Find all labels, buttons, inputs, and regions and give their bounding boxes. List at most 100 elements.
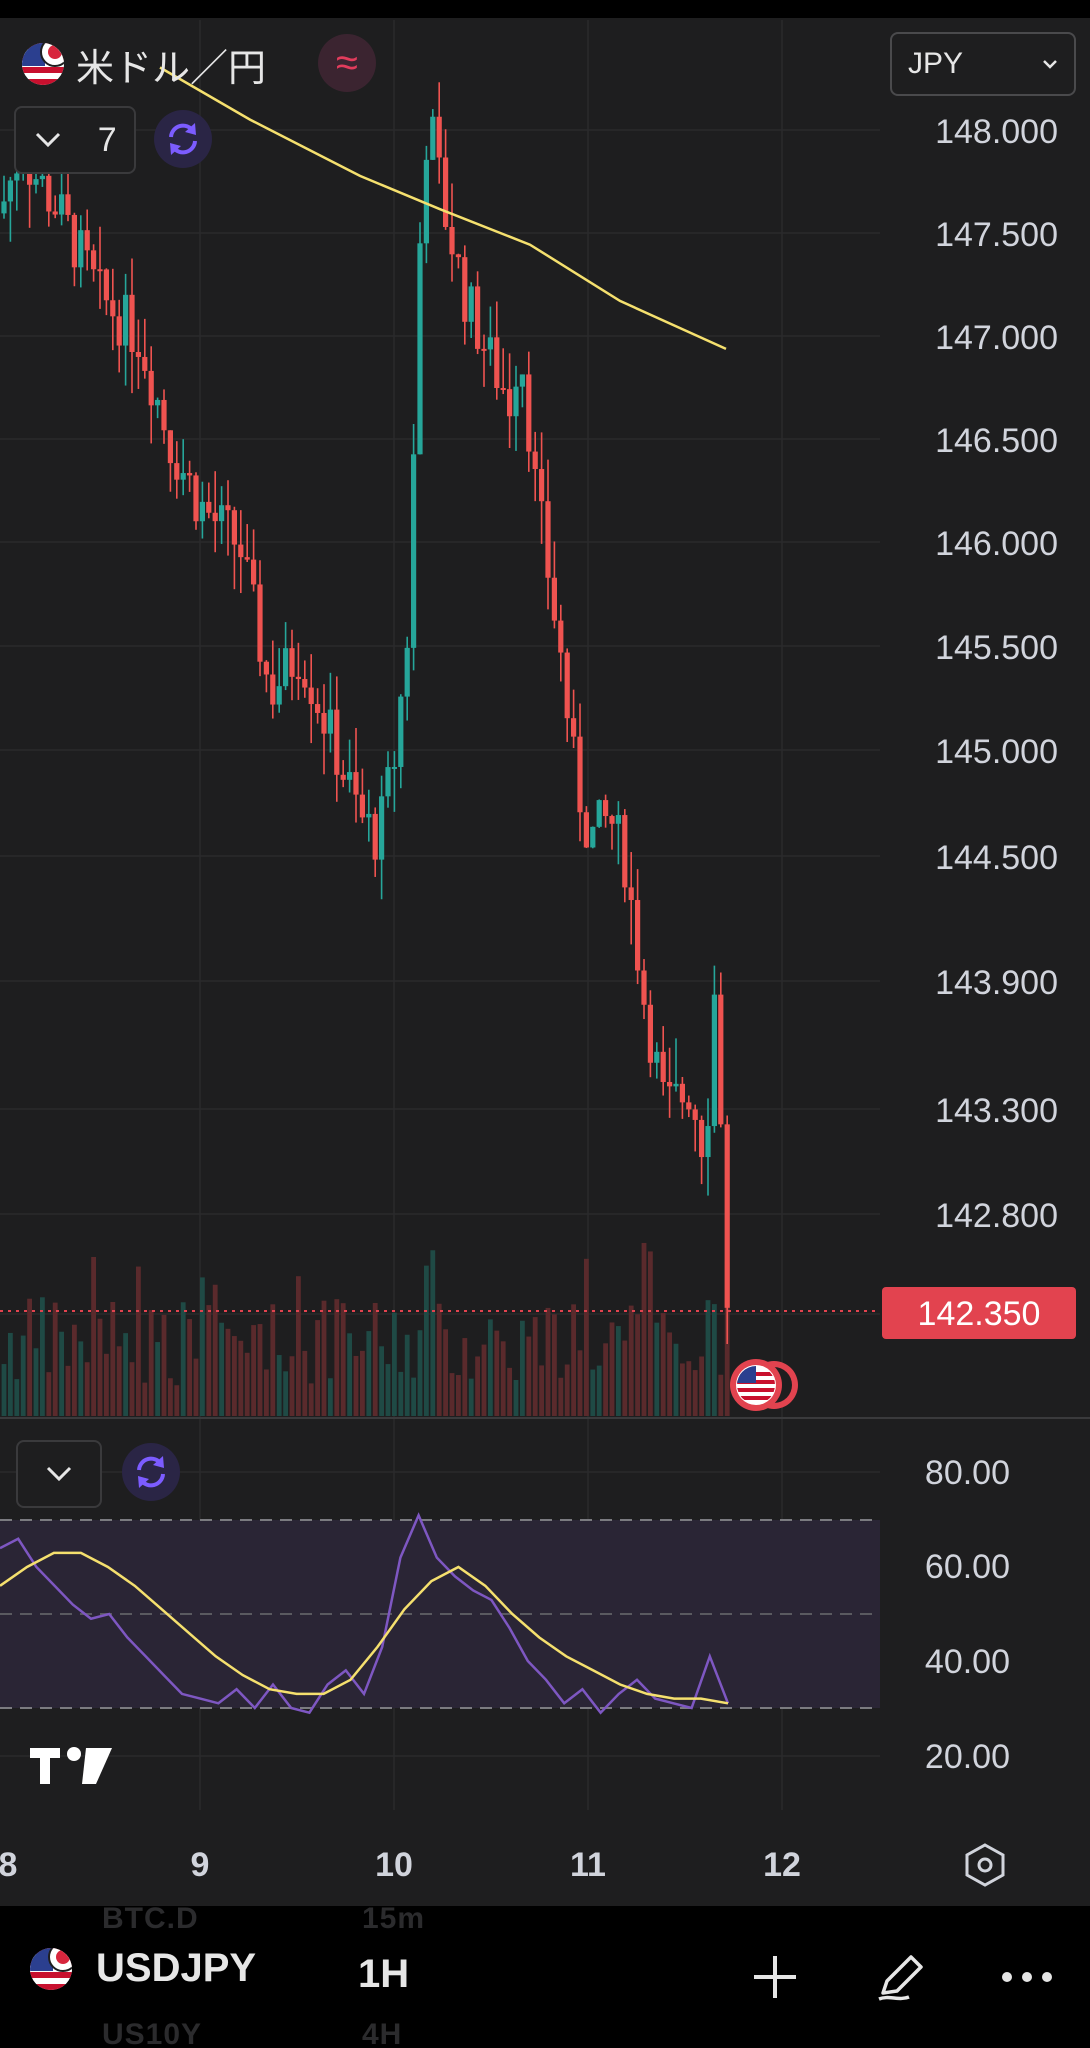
candle-body [500, 387, 506, 390]
volume-bar [456, 1375, 461, 1416]
price-axis: 148.000 147.500 147.000 146.500 146.000 … [935, 113, 1058, 1235]
current-price-badge: 142.350 [882, 1287, 1076, 1339]
candle-body [519, 374, 525, 387]
volume-bar [398, 1371, 404, 1416]
volume-bar [180, 1302, 186, 1416]
economic-events-icon[interactable] [730, 1359, 798, 1411]
interval-button[interactable]: 1H [358, 1952, 410, 1996]
candle-body [302, 679, 308, 688]
candle-body [628, 887, 634, 901]
volume-bar [488, 1319, 493, 1416]
volume-bar [225, 1328, 231, 1416]
volume-bar [449, 1373, 455, 1416]
indicator-count: 7 [97, 120, 117, 159]
candle-body [251, 559, 257, 585]
candle-body [123, 294, 129, 346]
candle-body [590, 826, 596, 848]
candle-body [270, 674, 276, 705]
currency-select[interactable]: JPY [890, 32, 1076, 96]
candle-body [679, 1083, 685, 1103]
volume-bar [520, 1320, 525, 1416]
symbol-title[interactable]: 米ドル／円 [22, 36, 266, 92]
more-menu-icon[interactable] [992, 1942, 1062, 2012]
volume-bar [641, 1242, 647, 1416]
moving-average-line [159, 66, 727, 351]
candle-body [436, 116, 442, 158]
volume-bar [392, 1312, 397, 1416]
candle-body [39, 175, 45, 180]
candle-body [404, 647, 410, 697]
price-axis-label: 144.500 [935, 839, 1058, 877]
sync-icon[interactable] [122, 1443, 180, 1501]
approx-wave-icon[interactable]: ≈ [318, 34, 376, 92]
price-axis-label: 146.500 [935, 422, 1058, 460]
volume-bar [340, 1303, 346, 1416]
candle-body [647, 1004, 653, 1063]
volume-bar [142, 1382, 148, 1416]
status-bar [0, 0, 1090, 18]
candle-body [231, 510, 237, 545]
price-axis-label: 147.000 [935, 319, 1058, 357]
candle-body [558, 620, 564, 653]
candle-body [673, 1083, 679, 1087]
candle-body [603, 800, 609, 817]
volume-bar [347, 1333, 352, 1416]
volume-bar [680, 1363, 685, 1416]
candle-body [225, 505, 231, 511]
rsi-line [0, 1512, 730, 1715]
indicator-legend-toggle[interactable]: 7 [14, 106, 136, 174]
candle-body [59, 194, 65, 215]
volume-bar [65, 1365, 71, 1416]
time-axis-label: 9 [191, 1846, 210, 1884]
candle-body [532, 451, 538, 470]
volume-bar [616, 1326, 621, 1416]
volume-bar [302, 1350, 308, 1416]
volume-bar [187, 1319, 192, 1416]
time-axis: 8 9 10 11 12 [0, 1846, 801, 1884]
volume-bar [104, 1353, 109, 1416]
candle-body [718, 994, 724, 1125]
volume-bar [712, 1304, 717, 1416]
candle-body [340, 774, 346, 780]
candle-body [411, 454, 417, 648]
candle-body [711, 994, 717, 1127]
volume-bar [564, 1364, 570, 1416]
price-chart[interactable]: 148.000 147.500 147.000 146.500 146.000 … [0, 0, 1090, 1906]
candle-body [641, 970, 647, 1005]
price-axis-label: 145.500 [935, 629, 1058, 667]
volume-bar [174, 1385, 180, 1416]
rsi-pane: 80.00 60.00 40.00 20.00 [0, 1454, 1010, 1776]
rsi-legend-toggle[interactable] [16, 1440, 102, 1508]
settings-hex-icon[interactable] [960, 1840, 1010, 1890]
candle-body [263, 661, 269, 675]
candle-body [193, 475, 199, 522]
symbol-search-button[interactable]: USDJPY [30, 1946, 256, 1991]
volume-bar [699, 1356, 704, 1416]
volume-bar [603, 1343, 608, 1416]
candle-body [449, 226, 455, 255]
volume-bar [705, 1300, 711, 1416]
volume-bar [596, 1365, 602, 1416]
volume-bar [545, 1307, 551, 1416]
volume-bar [155, 1342, 160, 1416]
sync-icon[interactable] [154, 110, 212, 168]
volume-bar [257, 1324, 263, 1416]
candle-body [705, 1126, 711, 1158]
volume-bar [430, 1250, 436, 1416]
volume-bar [667, 1332, 672, 1416]
volume-bar [283, 1371, 288, 1416]
candle-body [244, 557, 250, 560]
candle-body [199, 501, 205, 522]
candle-body [551, 577, 557, 621]
volume-bar [622, 1340, 628, 1416]
drawing-pen-icon[interactable] [866, 1942, 936, 2012]
candle-body [539, 469, 545, 502]
price-axis-label: 145.000 [935, 733, 1058, 771]
time-axis-label: 12 [763, 1846, 801, 1884]
candle-body [27, 171, 33, 185]
volume-bar [475, 1356, 480, 1416]
candle-body [699, 1119, 705, 1158]
add-icon[interactable] [740, 1942, 810, 2012]
candle-body [635, 900, 641, 971]
